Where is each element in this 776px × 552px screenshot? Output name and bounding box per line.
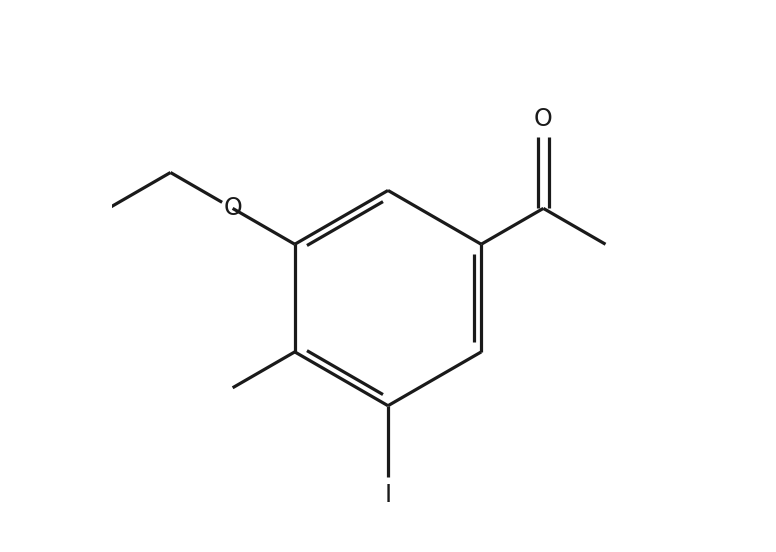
Text: I: I xyxy=(384,483,392,507)
Text: O: O xyxy=(534,107,553,131)
Text: O: O xyxy=(223,197,242,220)
